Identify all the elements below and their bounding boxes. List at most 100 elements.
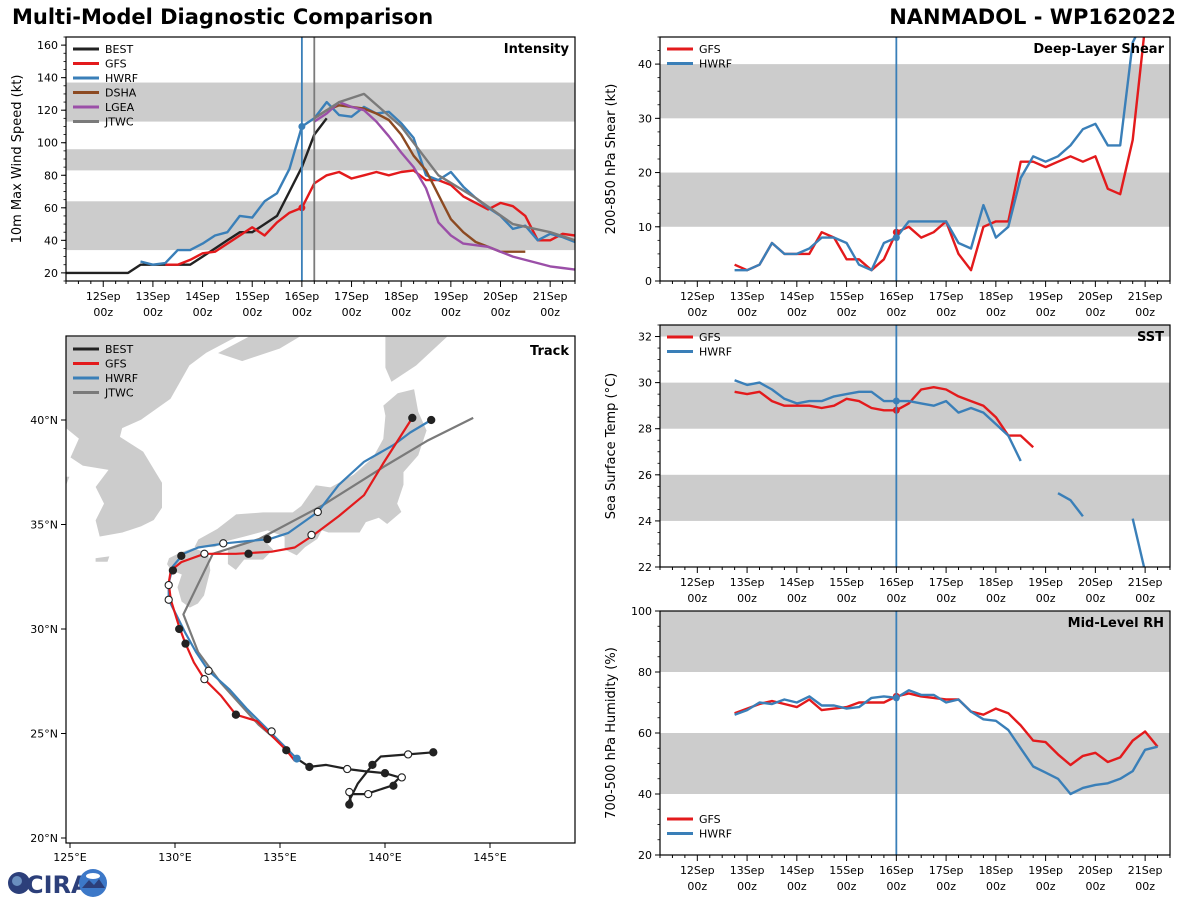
y-tick-label: 26 xyxy=(638,469,652,482)
intensity-panel: 20 40 60 80 100 120 140 160 12Sep 00z 13Sep 00z 14Se… xyxy=(10,36,576,319)
track-marker-12z xyxy=(403,750,413,759)
x-tick-label: 145°E xyxy=(473,851,506,864)
track-marker-12z xyxy=(200,549,209,558)
x-tick-label-date: 17Sep xyxy=(929,576,964,589)
shaded-band xyxy=(66,82,575,122)
shaded-band xyxy=(66,201,575,251)
x-tick-label-date: 16Sep xyxy=(285,290,320,303)
x-tick-label-date: 16Sep xyxy=(879,290,914,303)
legend-label: DSHA xyxy=(105,87,137,100)
plot-area xyxy=(734,379,1146,567)
x-tick-label-time: 00z xyxy=(837,592,857,605)
x-tick-label-date: 13Sep xyxy=(136,290,171,303)
series-line-hwrf xyxy=(734,379,1022,462)
x-tick-label-date: 17Sep xyxy=(334,290,369,303)
series-line-hwrf xyxy=(1057,492,1084,518)
x-tick-label-time: 00z xyxy=(986,880,1006,893)
x-tick-label-time: 00z xyxy=(143,306,163,319)
y-tick-label: 22 xyxy=(638,561,652,574)
x-tick-label-date: 12Sep xyxy=(86,290,121,303)
x-tick-label-date: 18Sep xyxy=(978,576,1013,589)
y-tick-label: 0 xyxy=(645,275,652,288)
shaded-band xyxy=(660,64,1170,119)
land-polygon xyxy=(66,476,71,488)
x-tick-label-time: 00z xyxy=(886,592,906,605)
track-line-jtwc xyxy=(182,416,474,752)
x-tick-label-time: 00z xyxy=(687,306,707,319)
x-tick-label-date: 13Sep xyxy=(730,290,765,303)
track-marker-00z xyxy=(429,748,438,757)
x-tick-label-time: 00z xyxy=(886,306,906,319)
y-tick-label: 20°N xyxy=(30,832,58,845)
x-tick-label-time: 00z xyxy=(737,880,757,893)
x-tick-label-time: 00z xyxy=(242,306,262,319)
figure-title: Multi-Model Diagnostic Comparison xyxy=(12,5,434,29)
plot-area xyxy=(66,92,575,275)
track-marker-00z xyxy=(282,746,291,755)
x-tick-label-date: 20Sep xyxy=(1078,864,1113,877)
y-tick-label: 160 xyxy=(37,39,58,52)
x-tick-label-date: 15Sep xyxy=(829,864,864,877)
track-marker-12z xyxy=(267,727,276,736)
x-tick-label-time: 00z xyxy=(1036,306,1056,319)
x-tick-label-date: 15Sep xyxy=(235,290,270,303)
x-tick-label-date: 12Sep xyxy=(680,290,715,303)
shaded-band xyxy=(660,172,1170,227)
x-tick-label-date: 13Sep xyxy=(730,576,765,589)
track-marker-12z xyxy=(164,595,173,604)
rh-panel: 20 40 60 80 100 12Sep 00z 13Sep 00z 14Sep 00z 15Sep… xyxy=(604,605,1171,893)
x-tick-label-date: 17Sep xyxy=(929,290,964,303)
track-marker-00z xyxy=(177,551,186,560)
x-tick-label: 140°E xyxy=(368,851,401,864)
x-tick-label-time: 00z xyxy=(787,880,807,893)
legend-label: HWRF xyxy=(699,346,732,359)
x-tick-label-date: 15Sep xyxy=(829,290,864,303)
legend-label: BEST xyxy=(105,43,133,56)
legend-label: GFS xyxy=(699,331,721,344)
y-axis-label: 10m Max Wind Speed (kt) xyxy=(10,75,25,244)
legend-label: HWRF xyxy=(105,72,138,85)
series-line-gfs xyxy=(734,692,1159,767)
land-polygon xyxy=(193,388,428,557)
plot-frame xyxy=(65,36,576,282)
y-tick-label: 20 xyxy=(638,167,652,180)
x-tick-label-date: 19Sep xyxy=(1028,576,1063,589)
land-polygon xyxy=(66,336,239,538)
x-tick-label-time: 00z xyxy=(292,306,312,319)
legend-label: JTWC xyxy=(104,387,134,400)
x-tick-label-date: 14Sep xyxy=(779,864,814,877)
x-tick-label-time: 00z xyxy=(787,306,807,319)
y-tick-label: 10 xyxy=(638,221,652,234)
series-line-lgea xyxy=(313,100,575,271)
shear-panel: 0 10 20 30 40 12Sep 00z 13Sep 00z 14Sep 00z 15Sep 00… xyxy=(604,36,1171,319)
x-tick-label-time: 00z xyxy=(1135,592,1155,605)
x-tick-label-date: 21Sep xyxy=(1128,864,1163,877)
track-marker-12z xyxy=(164,580,173,590)
track-marker-12z xyxy=(200,675,209,684)
track-marker-12z xyxy=(204,666,213,675)
x-tick-label-time: 00z xyxy=(886,880,906,893)
track-marker-00z xyxy=(231,710,241,719)
x-tick-label-time: 00z xyxy=(1036,880,1056,893)
x-tick-label-time: 00z xyxy=(441,306,461,319)
y-axis-label: Sea Surface Temp (°C) xyxy=(604,373,619,520)
x-tick-label-time: 00z xyxy=(737,306,757,319)
legend-label: JTWC xyxy=(104,116,134,129)
panel-title: SST xyxy=(1137,330,1164,345)
x-tick-label-date: 12Sep xyxy=(680,576,715,589)
x-tick-label-date: 21Sep xyxy=(1128,290,1163,303)
x-tick-label-date: 17Sep xyxy=(929,864,964,877)
x-tick-label-time: 00z xyxy=(193,306,213,319)
track-panel: 125°E 130°E 135°E 140°E 145°E 20°N 25°N 30°N 35°… xyxy=(30,335,576,864)
legend-label: GFS xyxy=(105,358,127,371)
x-tick-label-date: 18Sep xyxy=(978,864,1013,877)
x-tick-label-time: 00z xyxy=(1085,592,1105,605)
shaded-band xyxy=(660,382,1170,429)
series-line-gfs xyxy=(734,37,1146,272)
track-marker-12z xyxy=(364,789,373,799)
x-tick-label-time: 00z xyxy=(986,306,1006,319)
x-tick-label-date: 20Sep xyxy=(483,290,518,303)
x-tick-label-time: 00z xyxy=(1135,306,1155,319)
x-tick-label: 135°E xyxy=(263,851,296,864)
legend-label: GFS xyxy=(699,43,721,56)
